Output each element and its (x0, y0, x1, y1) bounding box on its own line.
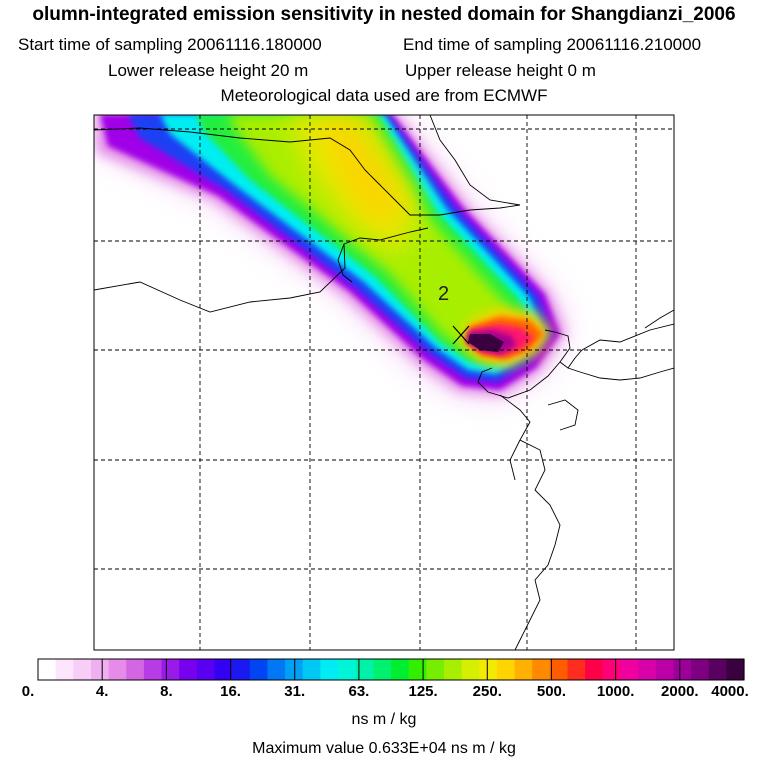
colorbar-swatch (532, 659, 551, 680)
colorbar-swatch (338, 659, 357, 680)
colorbar-swatch (196, 659, 216, 680)
upper-release-height-label: Upper release height 0 m (405, 61, 596, 80)
colorbar-swatch (285, 659, 304, 680)
colorbar-swatch (373, 659, 392, 680)
colorbar-swatch (73, 659, 92, 680)
colorbar-swatch (249, 659, 269, 680)
colorbar-swatch (638, 659, 657, 680)
colorbar-frame (37, 658, 745, 681)
colorbar-swatch (90, 659, 110, 680)
colorbar-swatch (479, 659, 498, 680)
colorbar-label: 250. (472, 683, 502, 700)
max-value-label: Maximum value 0.633E+04 ns m / kg (252, 740, 516, 757)
colorbar-swatch (443, 659, 463, 680)
colorbar-swatch (143, 659, 163, 680)
plot-title: olumn-integrated emission sensitivity in… (32, 4, 736, 25)
colorbar-label: 31. (284, 683, 306, 700)
end-time-label: End time of sampling 20061116.210000 (403, 35, 702, 54)
lat-lon-grid (94, 115, 674, 650)
colorbar-swatch (602, 659, 622, 680)
colorbar-swatch (673, 659, 692, 680)
colorbar-label: 16. (220, 683, 241, 700)
colorbar-label: 2000. (661, 683, 699, 700)
colorbar-swatch (708, 659, 727, 680)
colorbar-swatch (496, 659, 516, 680)
colorbar-swatch (655, 659, 674, 680)
colorbar-swatch (355, 659, 374, 680)
coastline-borders (94, 115, 674, 650)
colorbar-label: 500. (536, 683, 567, 700)
colorbar-swatch (691, 659, 710, 680)
colorbar-label: 0. (21, 683, 35, 700)
colorbar-swatch (126, 659, 145, 680)
colorbar-swatch (426, 659, 445, 680)
colorbar-swatch (320, 659, 339, 680)
colorbar-label: 8. (160, 683, 173, 700)
colorbar-label: 4000. (711, 683, 749, 700)
colorbar-swatch (514, 659, 533, 680)
colorbar-swatch (179, 659, 198, 680)
colorbar-swatch (302, 659, 321, 680)
colorbar-label: 1000. (596, 683, 635, 700)
lower-release-height-label: Lower release height 20 m (108, 61, 309, 80)
colorbar-swatch (726, 659, 745, 680)
x-cross-icon (452, 325, 470, 345)
start-time-label: Start time of sampling 20061116.180000 (18, 35, 322, 54)
colorbar-label: 4. (95, 683, 109, 700)
colorbar-swatch (620, 659, 639, 680)
colorbar-swatch (232, 659, 251, 680)
colorbar-swatch (461, 659, 480, 680)
colorbar-swatch (567, 659, 586, 680)
colorbar-swatch (108, 659, 127, 680)
colorbar (37, 659, 745, 680)
plume-field (94, 115, 572, 402)
colorbar-label: 125. (408, 683, 438, 700)
colorbar-swatch (161, 659, 180, 680)
colorbar-swatch (408, 659, 427, 680)
colorbar-swatch (391, 659, 410, 680)
colorbar-label: 63. (348, 683, 370, 700)
units-label: ns m / kg (351, 711, 417, 728)
met-data-label: Meteorological data used are from ECMWF (220, 86, 548, 105)
colorbar-swatch (38, 659, 57, 680)
map-frame (93, 114, 675, 651)
colorbar-swatch (267, 659, 286, 680)
site-marker-label: 2 (438, 283, 449, 305)
colorbar-swatch (214, 659, 233, 680)
colorbar-swatch (549, 659, 569, 680)
colorbar-swatch (585, 659, 604, 680)
colorbar-swatch (55, 659, 74, 680)
